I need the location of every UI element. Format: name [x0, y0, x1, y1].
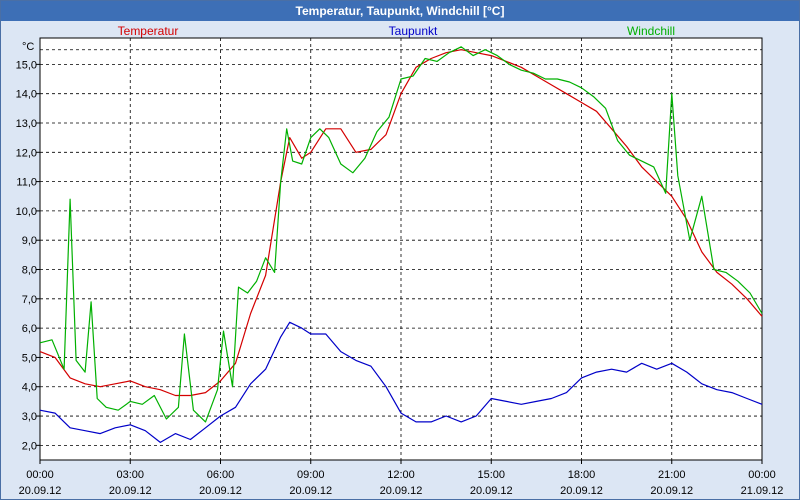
- y-tick-label: 13,0: [16, 118, 37, 130]
- x-tick-time: 15:00: [477, 469, 505, 481]
- x-tick-date: 20.09.12: [380, 485, 423, 497]
- y-tick-label: 15,0: [16, 59, 37, 71]
- y-tick-label: 5,0: [22, 352, 37, 364]
- y-tick-label: 9,0: [22, 235, 37, 247]
- x-tick-date: 20.09.12: [199, 485, 242, 497]
- x-tick-date: 20.09.12: [650, 485, 693, 497]
- x-tick-time: 12:00: [387, 469, 415, 481]
- y-tick-label: 11,0: [16, 177, 37, 189]
- y-tick-label: 7,0: [22, 294, 37, 306]
- legend-windchill: Windchill: [627, 24, 675, 38]
- series-line-temperatur: [39, 49, 763, 397]
- x-tick-time: 06:00: [207, 469, 235, 481]
- y-tick-label: 10,0: [16, 206, 37, 218]
- x-tick-date: 20.09.12: [19, 485, 62, 497]
- y-axis-label: °C: [22, 41, 34, 53]
- x-tick-time: 18:00: [568, 469, 596, 481]
- x-tick-time: 09:00: [297, 469, 325, 481]
- x-tick-date: 20.09.12: [560, 485, 603, 497]
- legend-taupunkt: Taupunkt: [389, 24, 438, 38]
- x-tick-date: 21.09.12: [741, 485, 784, 497]
- y-tick-label: 2,0: [22, 440, 37, 452]
- y-tick-label: 3,0: [22, 411, 37, 423]
- y-tick-label: 14,0: [16, 89, 37, 101]
- y-tick-label: 12,0: [16, 147, 37, 159]
- y-tick-label: 6,0: [22, 323, 37, 335]
- legend-temperatur: Temperatur: [118, 24, 179, 38]
- y-tick-label: 4,0: [22, 382, 37, 394]
- chart-title: Temperatur, Taupunkt, Windchill [°C]: [1, 1, 799, 21]
- x-tick-date: 20.09.12: [109, 485, 152, 497]
- x-tick-time: 00:00: [748, 469, 776, 481]
- series-line-taupunkt: [39, 321, 763, 443]
- x-tick-time: 21:00: [658, 469, 686, 481]
- x-tick-time: 03:00: [116, 469, 144, 481]
- y-tick-label: 8,0: [22, 265, 37, 277]
- series-line-windchill: [39, 46, 763, 423]
- x-tick-date: 20.09.12: [289, 485, 332, 497]
- x-tick-time: 00:00: [26, 469, 54, 481]
- x-tick-date: 20.09.12: [470, 485, 513, 497]
